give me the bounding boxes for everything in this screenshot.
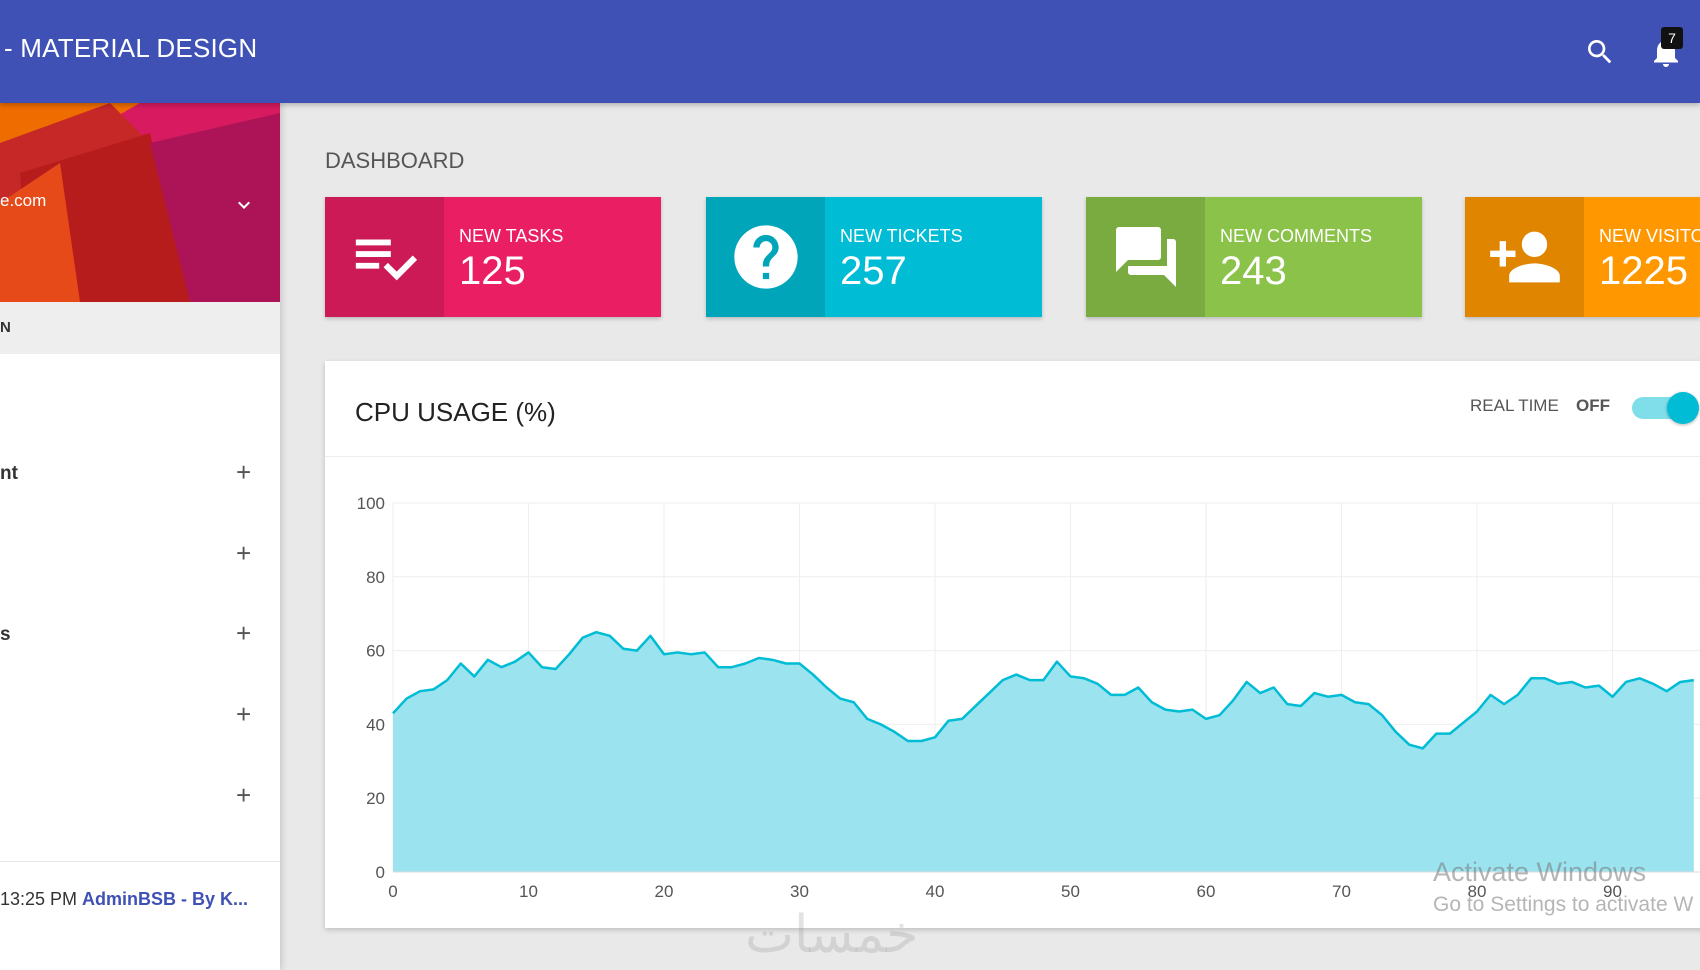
- activate-windows-subtext: Go to Settings to activate W: [1433, 893, 1694, 916]
- x-tick-label: 10: [519, 882, 538, 901]
- expand-plus-icon[interactable]: +: [236, 618, 252, 648]
- forum-icon: [1086, 197, 1205, 317]
- cpu-area-fill: [393, 632, 1694, 872]
- x-tick-label: 30: [790, 882, 809, 901]
- x-tick-label: 20: [655, 882, 674, 901]
- sidebar-footer: 13:25 PM AdminBSB - By K...: [0, 861, 280, 970]
- user-info-banner: e.com: [0, 103, 280, 302]
- cpu-usage-chart: 0 20 40 60 80 100 0 10 20 30 40 50 60 70 80 90: [357, 494, 1700, 901]
- expand-plus-icon[interactable]: +: [236, 457, 252, 487]
- sidebar-menu-item-3[interactable]: s +: [0, 616, 280, 656]
- info-box-label: NEW COMMENTS: [1220, 226, 1372, 246]
- y-tick-label: 40: [366, 715, 385, 734]
- sidebar-menu-item-1[interactable]: nt +: [0, 455, 280, 495]
- info-box-value: 243: [1220, 249, 1287, 293]
- search-icon[interactable]: [1584, 36, 1616, 68]
- info-box-new-comments[interactable]: NEW COMMENTS 243: [1086, 197, 1422, 317]
- nav-section-header: N: [0, 302, 280, 354]
- person-add-icon: [1465, 197, 1584, 317]
- real-time-toggle-knob[interactable]: [1667, 392, 1699, 424]
- info-box-label: NEW TICKETS: [840, 226, 963, 246]
- expand-plus-icon[interactable]: +: [236, 780, 252, 810]
- cpu-series-line: [392, 630, 1694, 750]
- activate-windows-watermark: Activate Windows: [1433, 857, 1647, 887]
- card-header: CPU USAGE (%) REAL TIME OFF: [325, 361, 1700, 457]
- sidebar-menu-item-4[interactable]: +: [0, 697, 280, 737]
- footer-time: 13:25 PM: [0, 889, 83, 909]
- info-box-value: 1225: [1599, 249, 1688, 293]
- sidebar: e.com N nt + + s + + + 13:25 PM AdminBSB…: [0, 103, 280, 970]
- y-tick-label: 80: [366, 568, 385, 587]
- info-box-label: NEW TASKS: [459, 226, 564, 246]
- info-box-value: 125: [459, 249, 526, 293]
- y-tick-label: 100: [357, 494, 385, 513]
- cpu-usage-card: CPU USAGE (%) REAL TIME OFF 0 20 40 60 80 100…: [325, 361, 1700, 928]
- chevron-down-icon[interactable]: [232, 193, 256, 217]
- sidebar-menu-item-2[interactable]: +: [0, 536, 280, 576]
- x-tick-label: 60: [1197, 882, 1216, 901]
- expand-plus-icon[interactable]: +: [236, 538, 252, 568]
- top-navbar: - MATERIAL DESIGN: [0, 0, 1700, 103]
- user-email: e.com: [0, 191, 47, 210]
- info-box-new-tickets[interactable]: NEW TICKETS 257: [706, 197, 1042, 317]
- footer-copyright: 13:25 PM AdminBSB - By K...: [0, 889, 248, 910]
- y-tick-label: 20: [366, 789, 385, 808]
- app-title[interactable]: - MATERIAL DESIGN: [4, 33, 258, 63]
- y-tick-label: 60: [366, 642, 385, 661]
- help-circle-icon: [706, 197, 825, 317]
- x-tick-label: 80: [1468, 882, 1487, 901]
- real-time-label: REAL TIME: [1470, 396, 1559, 415]
- y-tick-label: 0: [376, 863, 385, 882]
- info-box-new-tasks[interactable]: NEW TASKS 125: [325, 197, 661, 317]
- site-logo-watermark: خمسات: [745, 905, 919, 965]
- x-tick-label: 40: [926, 882, 945, 901]
- sidebar-menu-label: s: [0, 624, 11, 645]
- sidebar-menu-label: nt: [0, 463, 18, 484]
- footer-link[interactable]: AdminBSB - By K...: [82, 889, 249, 909]
- x-tick-label: 90: [1603, 882, 1622, 901]
- info-box-new-visitors[interactable]: NEW VISITO 1225: [1465, 197, 1700, 317]
- info-box-label: NEW VISITO: [1599, 226, 1700, 246]
- x-tick-label: 70: [1332, 882, 1351, 901]
- notification-count-badge: 7: [1661, 27, 1683, 49]
- page-title: DASHBOARD: [325, 148, 465, 173]
- sidebar-menu-item-5[interactable]: +: [0, 778, 280, 818]
- card-title: CPU USAGE (%): [355, 397, 556, 427]
- x-tick-label: 50: [1061, 882, 1080, 901]
- expand-plus-icon[interactable]: +: [236, 699, 252, 729]
- real-time-state: OFF: [1576, 396, 1610, 415]
- info-box-value: 257: [840, 249, 907, 293]
- x-tick-label: 0: [388, 882, 397, 901]
- banner-background-shapes: [0, 103, 280, 302]
- playlist-check-icon: [325, 197, 444, 317]
